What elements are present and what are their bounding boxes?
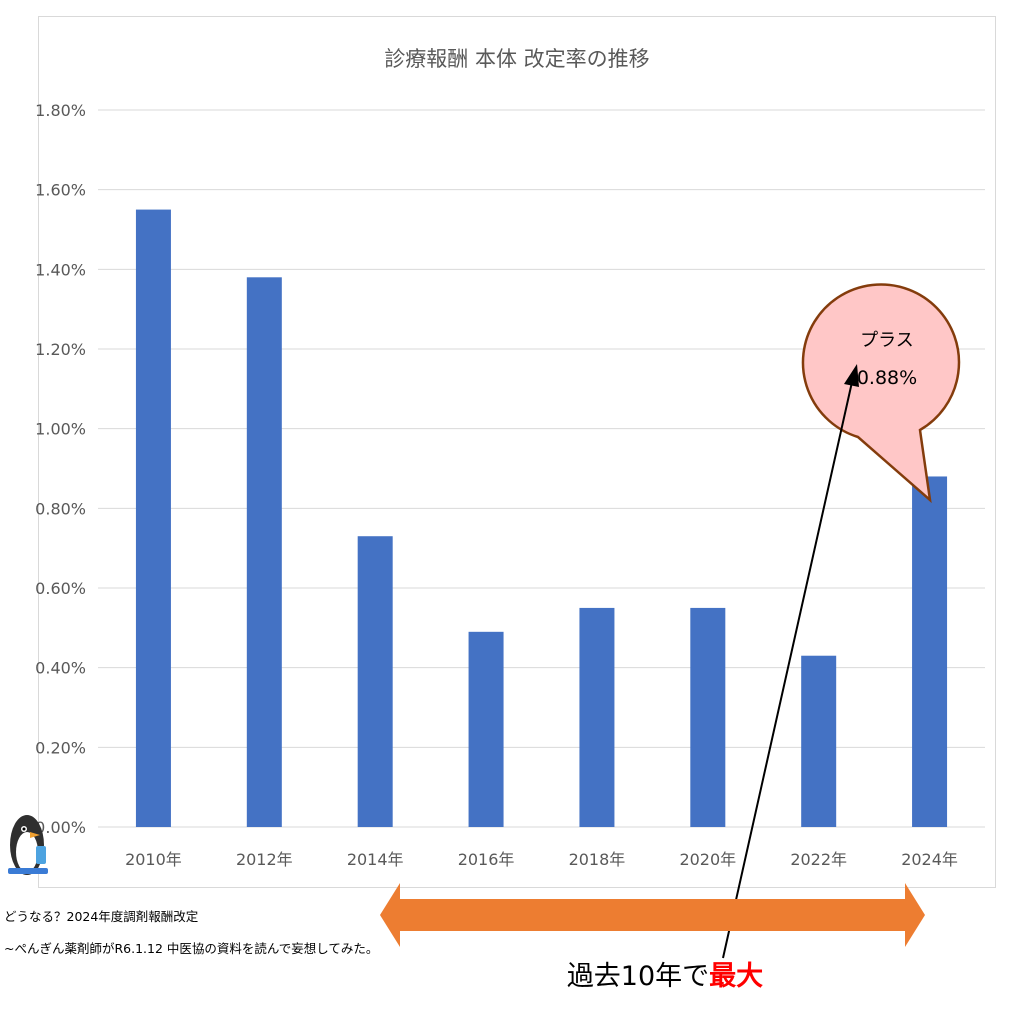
bar [579, 607, 615, 827]
y-tick-label: 0.00% [35, 818, 86, 837]
bubble-label-line1: プラス [860, 330, 914, 351]
bar [690, 607, 726, 827]
pointer-arrow-head [844, 364, 859, 387]
banner-text: 過去10年で最大 [567, 961, 763, 992]
bar [357, 536, 393, 827]
y-tick-label: 0.80% [35, 499, 86, 518]
y-tick-label: 0.60% [35, 579, 86, 598]
penguin-mascot [8, 815, 48, 875]
speech-bubble: プラス 0.88% [801, 283, 961, 504]
y-tick-label: 1.20% [35, 340, 86, 359]
x-tick-label: 2012年 [236, 850, 293, 869]
x-tick-label: 2024年 [901, 850, 958, 869]
x-tick-label: 2010年 [125, 850, 182, 869]
bars [135, 209, 948, 828]
pointer-arrow-line [722, 381, 853, 959]
bar [912, 476, 948, 827]
x-tick-label: 2020年 [679, 850, 736, 869]
y-tick-label: 1.80% [35, 101, 86, 120]
banner-text-highlight: 最大 [709, 961, 763, 992]
bubble-label-line2: 0.88% [857, 367, 917, 389]
caption-line2: ~ぺんぎん薬剤師がR6.1.12 中医協の資料を読んで妄想してみた。 [4, 941, 379, 956]
speech-bubble-shape [801, 283, 961, 504]
caption-line1: どうなる？2024年度調剤報酬改定 [4, 909, 199, 924]
chart-title: 診療報酬 本体 改定率の推移 [384, 47, 649, 71]
range-double-arrow [380, 883, 925, 947]
pointer-arrow [722, 364, 859, 959]
bar [801, 655, 837, 827]
bar [135, 209, 171, 828]
banner-text-prefix: 過去10年で [567, 961, 709, 992]
bar [468, 631, 504, 827]
x-axis-ticks: 2010年 2012年 2014年 2016年 2018年 2020年 2022年 2024年 [125, 850, 958, 869]
x-tick-label: 2016年 [458, 850, 515, 869]
y-axis-ticks: 0.00% 0.20% 0.40% 0.60% 0.80% 1.00% 1.20% 1.40%… [35, 101, 86, 837]
x-tick-label: 2022年 [790, 850, 847, 869]
y-tick-label: 0.20% [35, 738, 86, 757]
y-tick-label: 0.40% [35, 659, 86, 678]
y-tick-label: 1.00% [35, 420, 86, 439]
y-tick-label: 1.40% [35, 260, 86, 279]
x-tick-label: 2018年 [569, 850, 626, 869]
bar [246, 277, 282, 827]
y-tick-label: 1.60% [35, 181, 86, 200]
x-tick-label: 2014年 [347, 850, 404, 869]
gridlines [98, 109, 985, 828]
